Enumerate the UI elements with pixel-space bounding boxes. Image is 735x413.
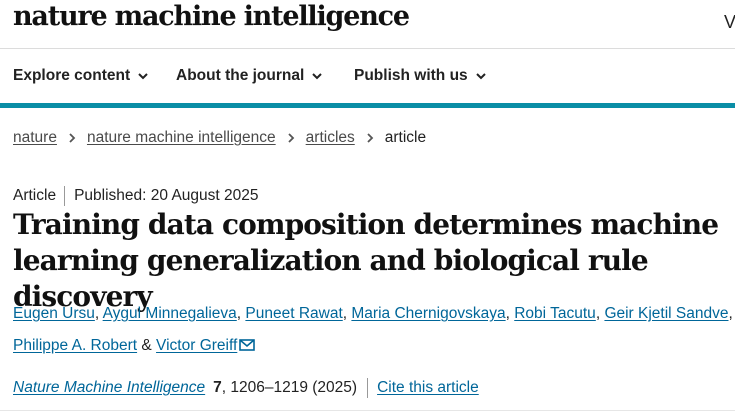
author-link[interactable]: Eugen Ursu xyxy=(13,305,95,322)
header-divider xyxy=(0,48,735,49)
chevron-down-icon xyxy=(138,73,148,80)
nav-accent-bar xyxy=(0,103,735,108)
nav-item-label: Explore content xyxy=(13,67,131,84)
breadcrumb-current: article xyxy=(384,129,427,146)
article-meta: Article Published: 20 August 2025 xyxy=(13,186,259,206)
nav-about-journal[interactable]: About the journal xyxy=(176,67,323,85)
article-title: Training data composition determines mac… xyxy=(13,208,719,313)
nav-publish-with-us[interactable]: Publish with us xyxy=(354,67,487,85)
author-link[interactable]: Philippe A. Robert xyxy=(13,337,138,354)
volume: 7 xyxy=(213,379,222,396)
author-separator: , xyxy=(94,305,100,322)
author-separator: , xyxy=(342,305,348,322)
journal-logo[interactable]: nature machine intelligence xyxy=(13,1,410,32)
chevron-right-icon xyxy=(69,133,76,143)
chevron-down-icon xyxy=(475,73,486,80)
chevron-right-icon xyxy=(288,133,294,143)
author-link[interactable]: Robi Tacutu xyxy=(514,305,596,322)
pages-year: , 1206–1219 (2025) xyxy=(221,379,358,396)
nav-explore-content[interactable]: Explore content xyxy=(13,67,149,85)
site-header: nature machine intelligence V xyxy=(0,0,735,48)
author-link[interactable]: Aygul Minnegalieva xyxy=(102,305,237,322)
main-nav: Explore content About the journal Publis… xyxy=(0,55,735,99)
section-divider xyxy=(0,410,735,411)
chevron-right-icon xyxy=(367,133,374,143)
envelope-icon[interactable] xyxy=(239,339,256,351)
breadcrumb-link-nature[interactable]: nature xyxy=(13,129,57,146)
author-link-corresponding[interactable]: Victor Greiff xyxy=(156,337,238,354)
citation-line: Nature Machine Intelligence 7 , 1206–121… xyxy=(13,378,479,398)
header-right-truncated-text[interactable]: V xyxy=(724,12,735,32)
breadcrumb: nature nature machine intelligence artic… xyxy=(13,129,426,147)
chevron-down-icon xyxy=(312,73,323,80)
nav-item-label: About the journal xyxy=(176,67,305,84)
breadcrumb-link-articles[interactable]: articles xyxy=(305,129,355,146)
journal-link[interactable]: Nature Machine Intelligence xyxy=(13,379,206,396)
author-list: Eugen Ursu, Aygul Minnegalieva, Puneet R… xyxy=(13,298,735,362)
article-type: Article xyxy=(13,187,57,204)
author-separator: , xyxy=(595,305,601,322)
nav-item-label: Publish with us xyxy=(354,67,468,84)
cite-this-article-link[interactable]: Cite this article xyxy=(377,379,479,396)
meta-divider xyxy=(64,186,66,206)
author-and: & xyxy=(141,337,152,354)
breadcrumb-link-journal[interactable]: nature machine intelligence xyxy=(86,129,276,146)
citation-divider xyxy=(367,378,369,398)
author-link[interactable]: Puneet Rawat xyxy=(245,305,343,322)
author-link[interactable]: Maria Chernigovskaya xyxy=(351,305,506,322)
author-separator: , xyxy=(236,305,242,322)
author-link[interactable]: Geir Kjetil Sandve xyxy=(604,305,729,322)
publish-date: Published: 20 August 2025 xyxy=(74,187,259,204)
author-separator: , xyxy=(505,305,510,322)
author-separator: , xyxy=(728,305,733,322)
